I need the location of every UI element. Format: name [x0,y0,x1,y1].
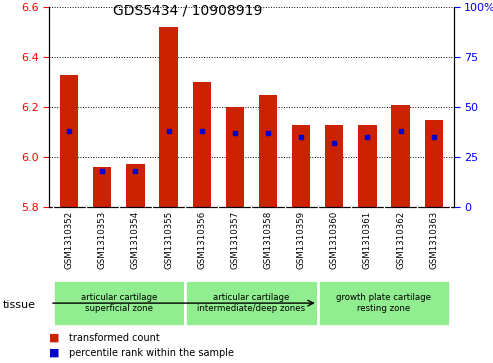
Bar [424,119,443,207]
Bar [53,281,185,326]
Bar [193,82,211,207]
Text: GSM1310357: GSM1310357 [230,211,240,269]
Text: GSM1310362: GSM1310362 [396,211,405,269]
Text: GSM1310352: GSM1310352 [65,211,73,269]
Bar [226,107,244,207]
Text: GSM1310363: GSM1310363 [429,211,438,269]
Text: GSM1310361: GSM1310361 [363,211,372,269]
Text: transformed count: transformed count [69,333,160,343]
Bar [93,167,111,207]
Text: GDS5434 / 10908919: GDS5434 / 10908919 [113,4,262,18]
Bar [317,281,450,326]
Text: GSM1310354: GSM1310354 [131,211,140,269]
Text: ■: ■ [49,347,60,358]
Text: GSM1310355: GSM1310355 [164,211,173,269]
Bar [126,164,144,207]
Bar [60,75,78,207]
Bar [358,125,377,207]
Text: growth plate cartilage
resting zone: growth plate cartilage resting zone [337,293,431,313]
Bar [292,125,310,207]
Text: GSM1310353: GSM1310353 [98,211,107,269]
Text: tissue: tissue [2,301,35,310]
Text: percentile rank within the sample: percentile rank within the sample [69,347,234,358]
Text: articular cartilage
intermediate/deep zones: articular cartilage intermediate/deep zo… [197,293,306,313]
Bar [259,95,277,207]
Text: ■: ■ [49,333,60,343]
Bar [185,281,317,326]
Text: GSM1310356: GSM1310356 [197,211,206,269]
Bar [391,105,410,207]
Text: GSM1310358: GSM1310358 [263,211,273,269]
Text: GSM1310360: GSM1310360 [330,211,339,269]
Bar [159,27,177,207]
Text: articular cartilage
superficial zone: articular cartilage superficial zone [81,293,157,313]
Text: GSM1310359: GSM1310359 [297,211,306,269]
Bar [325,125,344,207]
